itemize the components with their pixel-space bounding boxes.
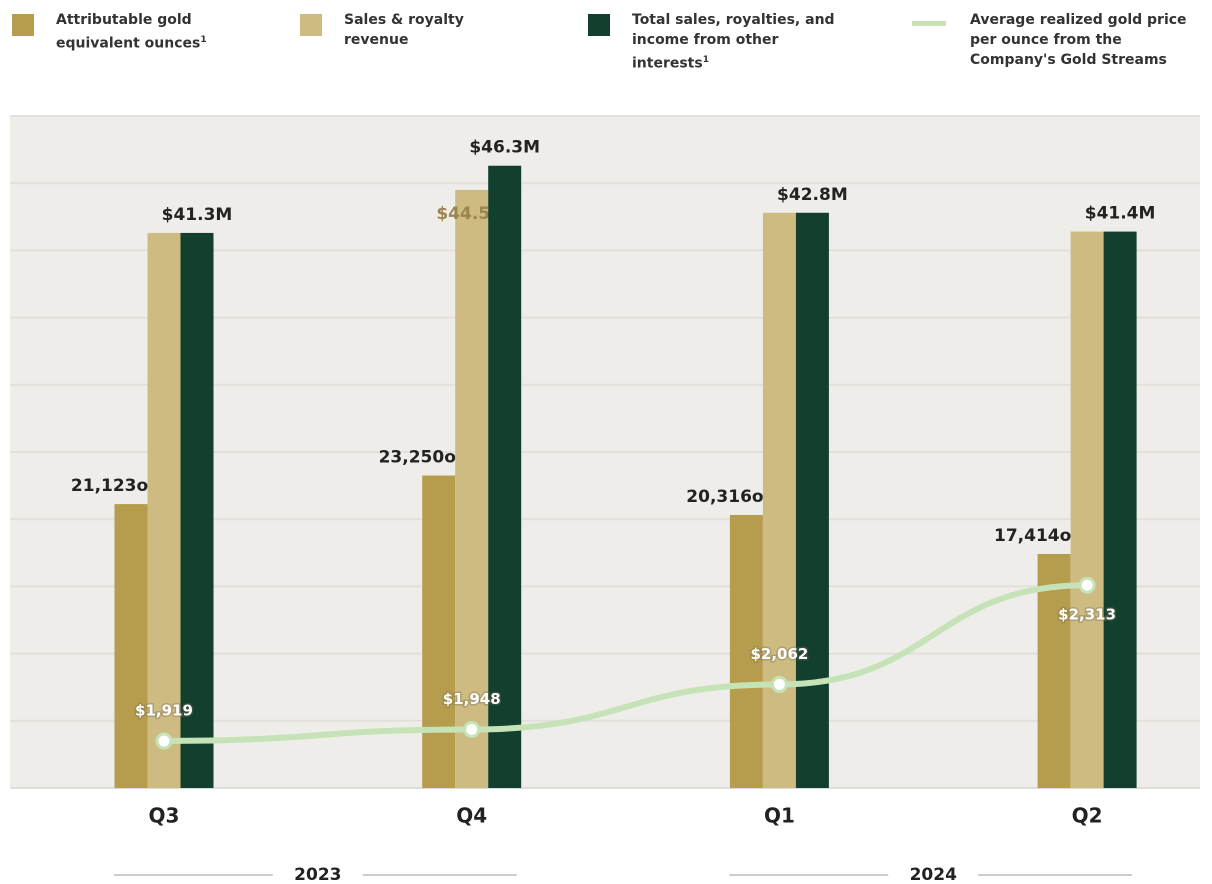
x-tick-label: Q4 (456, 804, 487, 828)
bar (180, 232, 214, 789)
legend-text: Total sales, royalties, and income from … (632, 12, 835, 72)
x-tick-label: Q1 (764, 804, 795, 828)
bar (795, 212, 829, 788)
line-point (463, 720, 481, 738)
data-label: $2,313 (1058, 606, 1116, 624)
data-label: 21,123oz (71, 476, 158, 496)
legend-swatch (912, 21, 946, 26)
legend-label: Average realized gold price per ounce fr… (970, 10, 1200, 70)
group-label: 2023 (294, 865, 341, 884)
data-label: $41.3M (162, 205, 233, 225)
line-point (155, 732, 173, 750)
bar (762, 212, 796, 788)
legend-swatch (300, 14, 322, 36)
legend-swatch (12, 14, 34, 36)
legend-swatch (588, 14, 610, 36)
legend-label: Sales & royalty revenue (344, 10, 514, 50)
x-tick-label: Q2 (1072, 804, 1103, 828)
bar (422, 475, 456, 788)
data-label: $1,948 (443, 690, 501, 708)
legend-label: Total sales, royalties, and income from … (632, 10, 842, 74)
bar (1037, 553, 1071, 788)
footnote-marker: 1 (200, 35, 207, 45)
bar (729, 514, 763, 788)
data-label: 17,414oz (994, 526, 1081, 546)
bar (455, 189, 489, 789)
data-label: $2,062 (750, 645, 808, 663)
data-label: $46.3M (469, 138, 540, 158)
bar (488, 165, 522, 788)
bar (1103, 231, 1137, 789)
footnote-marker: 1 (702, 55, 709, 65)
data-label: 20,316oz (686, 487, 773, 507)
data-label: 23,250oz (379, 448, 466, 468)
line-point (770, 675, 788, 693)
line-point (1078, 576, 1096, 594)
bar (1070, 231, 1104, 789)
bar (147, 232, 181, 789)
legend-label: Attributable gold equivalent ounces1 (56, 10, 246, 54)
legend-text: Attributable gold equivalent ounces (56, 12, 201, 52)
legend-text: Sales & royalty revenue (344, 12, 464, 48)
bar (114, 504, 148, 788)
data-label: $41.4M (1085, 204, 1156, 224)
line (163, 582, 1088, 744)
data-label: $42.8M (777, 185, 848, 205)
x-tick-label: Q3 (149, 804, 180, 828)
legend-text: Average realized gold price per ounce fr… (970, 12, 1187, 68)
data-label: $1,919 (135, 701, 193, 719)
group-label: 2024 (910, 865, 957, 884)
